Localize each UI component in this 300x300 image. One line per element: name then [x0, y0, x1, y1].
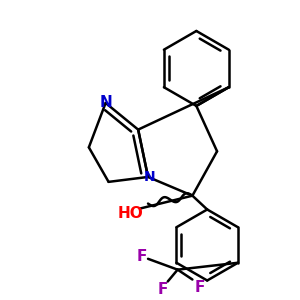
Text: HO: HO	[117, 206, 143, 221]
Text: F: F	[158, 282, 168, 297]
Text: N: N	[99, 95, 112, 110]
Text: F: F	[195, 280, 206, 295]
Text: F: F	[137, 249, 147, 264]
Text: N: N	[144, 170, 156, 184]
